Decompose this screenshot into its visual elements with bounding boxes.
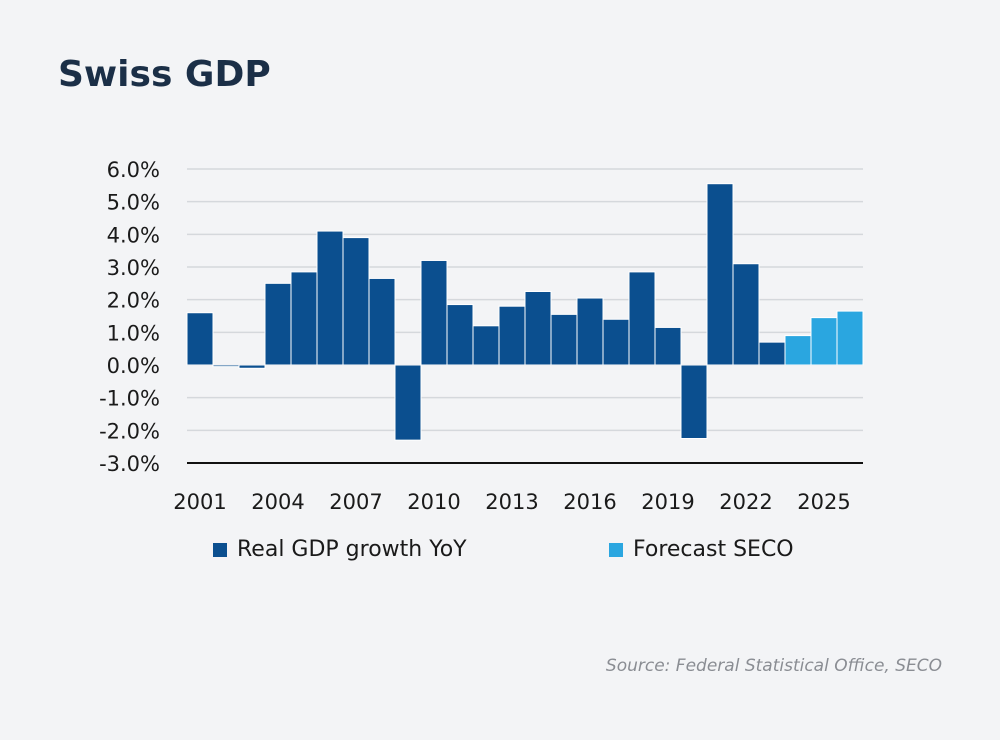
bar-real-gdp (446, 304, 474, 366)
bar-real-gdp (316, 230, 344, 366)
bar-real-gdp (420, 259, 448, 366)
x-tick-label: 2001 (173, 490, 226, 514)
bar-real-gdp (524, 291, 552, 366)
y-tick-label: 3.0% (107, 256, 160, 280)
legend-label-real-gdp: Real GDP growth YoY (237, 537, 467, 562)
x-tick-label: 2004 (251, 490, 304, 514)
bar-real-gdp (186, 312, 214, 366)
bar-real-gdp (602, 318, 630, 366)
bar-real-gdp (368, 277, 396, 366)
x-tick-label: 2013 (485, 490, 538, 514)
bar-real-gdp (654, 326, 682, 366)
legend-item-forecast: Forecast SECO (609, 537, 794, 562)
y-tick-label: 6.0% (107, 158, 160, 182)
bar-real-gdp (498, 305, 526, 366)
bar-real-gdp (628, 271, 656, 366)
x-tick-label: 2019 (641, 490, 694, 514)
source-note: Source: Federal Statistical Office, SECO (605, 656, 942, 676)
chart-title: Swiss GDP (58, 54, 271, 95)
bar-forecast (784, 335, 812, 366)
bar-real-gdp (342, 237, 370, 366)
bar-forecast (810, 317, 838, 366)
legend: Real GDP growth YoY Forecast SECO (0, 537, 1000, 577)
x-tick-label: 2022 (719, 490, 772, 514)
bar-forecast (836, 310, 864, 366)
bar-real-gdp (394, 364, 422, 441)
y-tick-label: 4.0% (107, 223, 160, 247)
y-tick-label: -3.0% (99, 452, 160, 476)
bar-real-gdp (472, 325, 500, 366)
y-tick-label: 2.0% (107, 289, 160, 313)
bar-real-gdp (758, 341, 786, 366)
y-tick-label: 0.0% (107, 354, 160, 378)
bar-chart: 6.0% 5.0% 4.0% 3.0% 2.0% 1.0% 0.0% -1.0% -2.0% -3… (99, 158, 864, 514)
x-tick-label: 2007 (329, 490, 382, 514)
bar-real-gdp (212, 364, 240, 368)
bar-real-gdp (238, 364, 266, 369)
bar-real-gdp (732, 263, 760, 366)
bar-real-gdp (290, 271, 318, 366)
x-tick-label: 2025 (797, 490, 850, 514)
bar-real-gdp (680, 364, 708, 439)
bar-real-gdp (550, 313, 578, 366)
x-tick-label: 2010 (407, 490, 460, 514)
y-tick-label: -1.0% (99, 387, 160, 411)
bar-real-gdp (576, 297, 604, 366)
legend-label-forecast: Forecast SECO (633, 537, 794, 562)
y-tick-label: 5.0% (107, 191, 160, 215)
bar-real-gdp (264, 282, 292, 366)
legend-swatch-forecast (609, 542, 623, 557)
legend-swatch-real-gdp (213, 542, 227, 557)
x-tick-label: 2016 (563, 490, 616, 514)
legend-item-real-gdp: Real GDP growth YoY (213, 537, 467, 562)
bar-real-gdp (706, 183, 734, 366)
y-tick-label: -2.0% (99, 419, 160, 443)
y-tick-label: 1.0% (107, 321, 160, 345)
